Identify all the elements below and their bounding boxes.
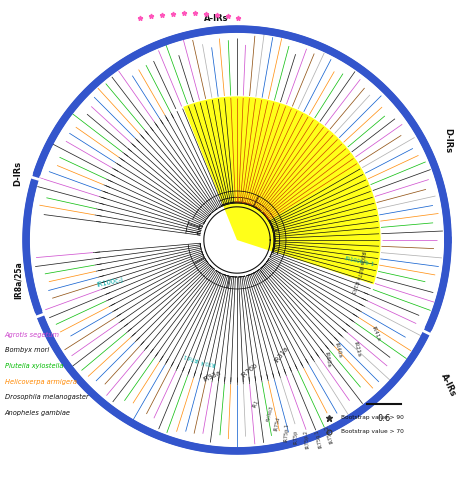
Text: Drosophila melanogaster: Drosophila melanogaster xyxy=(5,394,89,400)
Text: IR41a: IR41a xyxy=(371,325,381,342)
Text: IR1: IR1 xyxy=(252,399,260,408)
Text: Bootstrap value > 70: Bootstrap value > 70 xyxy=(341,430,404,434)
Wedge shape xyxy=(183,96,381,284)
Text: 0.6: 0.6 xyxy=(377,414,391,423)
Text: IR8a/25a: IR8a/25a xyxy=(14,262,22,299)
Text: IR100c-j: IR100c-j xyxy=(96,277,124,288)
Text: IR100b/b-1: IR100b/b-1 xyxy=(344,256,374,267)
Text: Agrotis segetum: Agrotis segetum xyxy=(5,332,60,338)
Text: A-IRs: A-IRs xyxy=(438,372,457,397)
Text: Anopheles gambiae: Anopheles gambiae xyxy=(5,410,71,416)
Text: IR7d-1: IR7d-1 xyxy=(182,352,199,362)
Text: IR40a: IR40a xyxy=(334,342,342,358)
Text: IR93a: IR93a xyxy=(202,370,222,383)
Text: IR75d: IR75d xyxy=(273,417,281,432)
Text: IR143: IR143 xyxy=(349,280,358,295)
Text: A-IRs: A-IRs xyxy=(204,14,228,23)
Text: IR21a: IR21a xyxy=(353,341,361,357)
Text: IR31a: IR31a xyxy=(274,346,290,364)
Text: IR60a: IR60a xyxy=(323,351,331,368)
Text: D-IRs: D-IRs xyxy=(14,161,22,186)
Text: D-IRs: D-IRs xyxy=(444,128,452,153)
Text: IR60a: IR60a xyxy=(358,251,365,265)
Text: IR75p.1: IR75p.1 xyxy=(284,422,290,442)
Text: Bootstrap value > 90: Bootstrap value > 90 xyxy=(341,415,404,420)
Text: IR70.4: IR70.4 xyxy=(199,359,216,366)
Text: Bombyx mori: Bombyx mori xyxy=(5,348,49,353)
Text: IR87a: IR87a xyxy=(355,265,362,280)
Text: ey/so3: ey/so3 xyxy=(265,406,274,422)
Text: IR75p.2: IR75p.2 xyxy=(303,430,311,449)
Text: Plutella xylostella: Plutella xylostella xyxy=(5,363,63,369)
Text: IR76b: IR76b xyxy=(240,362,259,379)
Text: IR75q.1: IR75q.1 xyxy=(314,428,323,448)
Text: IR75p: IR75p xyxy=(293,430,299,444)
Text: IR75q.2: IR75q.2 xyxy=(324,425,335,444)
Text: Helicoverpa armigera: Helicoverpa armigera xyxy=(5,379,77,385)
